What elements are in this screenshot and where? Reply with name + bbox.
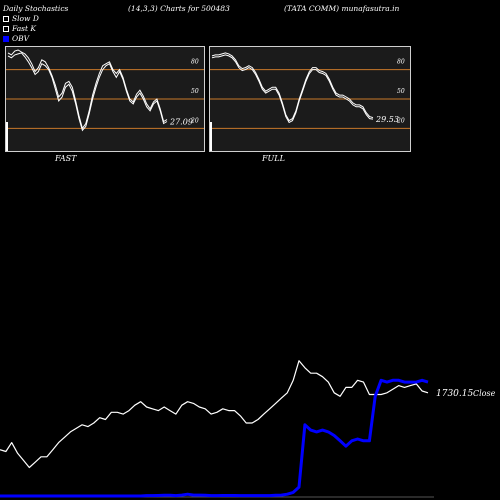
level-label: 20: [396, 117, 405, 124]
fast-panel-label: FAST: [55, 154, 77, 163]
chart-title: Daily Stochastics: [3, 4, 69, 13]
level-label: 50: [397, 88, 405, 95]
close-series-label: Close: [473, 389, 496, 398]
legend-item-fast-k: Fast K: [3, 24, 36, 33]
slow-d-swatch-icon: [3, 15, 9, 22]
fast-stochastic-panel: 20 50 80 27.09: [5, 46, 205, 152]
stoch-series-1: [7, 49, 168, 130]
level-label: 80: [397, 59, 405, 66]
legend-label: OBV: [12, 34, 30, 43]
close-line: [0, 360, 429, 469]
legend-label: Fast K: [12, 24, 37, 33]
stoch-series-1: [211, 52, 374, 122]
obv-line: [0, 378, 429, 498]
legend-item-obv: OBV: [3, 34, 29, 43]
last-value-label: 29.53: [375, 115, 399, 124]
level-label: 20: [190, 117, 199, 124]
full-panel-label: FULL: [262, 154, 285, 163]
full-stochastic-panel: 20 50 80 29.53: [209, 46, 411, 152]
close-last-value-label: 1730.15: [436, 389, 473, 399]
chart-symbol: (TATA COMM) munafasutra.in: [284, 4, 400, 13]
price-obv-panel: 1730.15 Close: [0, 360, 496, 498]
level-label: 80: [191, 59, 199, 66]
obv-swatch-icon: [3, 35, 9, 42]
fast-k-swatch-icon: [3, 25, 9, 32]
chart-params: (14,3,3) Charts for 500483: [128, 4, 230, 13]
last-value-label: 27.09: [169, 117, 193, 126]
legend-item-slow-d: Slow D: [3, 14, 39, 23]
level-label: 50: [191, 88, 199, 95]
stoch-series-0: [211, 54, 374, 124]
stoch-series-0: [7, 52, 168, 132]
legend-label: Slow D: [12, 14, 39, 23]
